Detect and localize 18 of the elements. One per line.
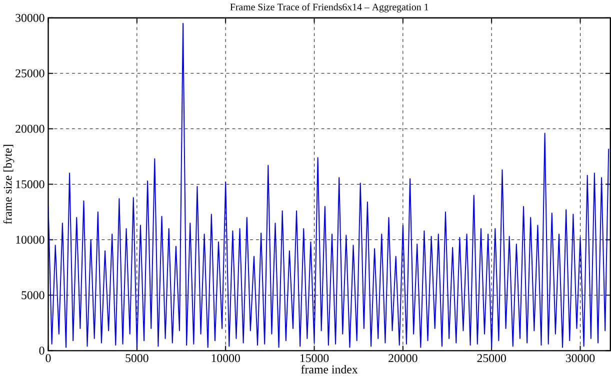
x-tick-label: 25000 xyxy=(477,354,506,362)
y-tick-label: 25000 xyxy=(16,69,44,78)
line-series xyxy=(48,23,610,348)
y-tick-label: 30000 xyxy=(16,14,44,22)
x-tick-label: 0 xyxy=(46,354,51,362)
chart-title: Frame Size Trace of Friends6x14 – Aggregation 1 xyxy=(230,3,428,13)
x-tick-label: 10000 xyxy=(212,354,240,362)
x-tick-label: 5000 xyxy=(126,354,148,362)
x-tick-label: 15000 xyxy=(300,354,329,362)
y-tick-label: 20000 xyxy=(16,124,44,133)
x-axis-title: frame index xyxy=(301,365,358,374)
y-tick-label: 10000 xyxy=(16,236,44,244)
x-tick-label: 20000 xyxy=(388,354,418,362)
y-tick-label: 15000 xyxy=(16,180,44,188)
y-tick-label: 5000 xyxy=(22,291,44,300)
y-tick-label: 0 xyxy=(39,346,44,355)
x-tick-label: 30000 xyxy=(566,354,595,362)
y-axis-title: frame size [byte] xyxy=(3,145,14,224)
